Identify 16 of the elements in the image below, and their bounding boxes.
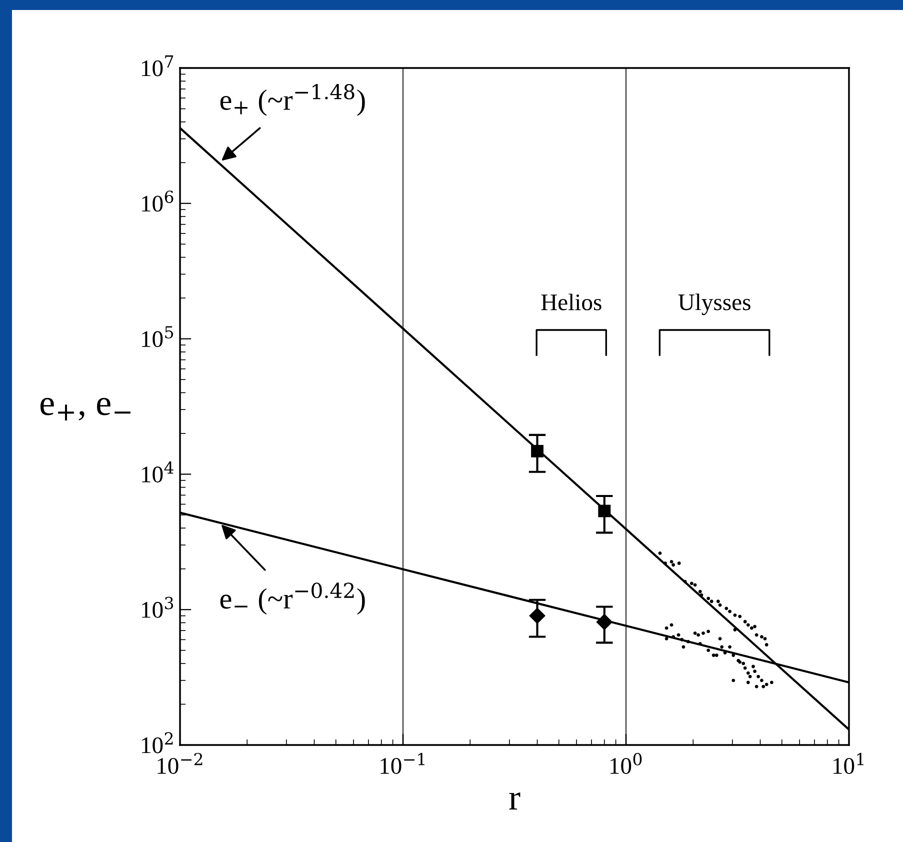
x-tick-label: 10$^{1}$ [833,752,864,774]
x-axis-title: r [509,792,520,810]
y-tick-label: 10$^{3}$ [142,596,174,618]
y-tick-label: 10$^{6}$ [142,190,174,212]
y-tick-label: 10$^{7}$ [142,55,174,76]
y-axis-title: e$_{+}$, e$_{−}$ [40,398,130,420]
y-tick-label: 10$^{5}$ [142,326,174,348]
annotation: Ulysses [678,294,750,316]
annotation: Helios [541,294,602,310]
y-tick-label: 10$^{2}$ [142,732,173,754]
x-tick-label: 10$^{−2}$ [158,752,202,774]
x-tick-label: 10$^{0}$ [610,752,642,774]
annotation: e$_{+}$ (~r$^{−1.48}$) [220,84,365,116]
x-tick-label: 10$^{−1}$ [380,752,424,774]
y-tick-label: 10$^{4}$ [142,461,174,482]
annotation: e$_{−}$ (~r$^{−0.42}$) [220,582,365,615]
